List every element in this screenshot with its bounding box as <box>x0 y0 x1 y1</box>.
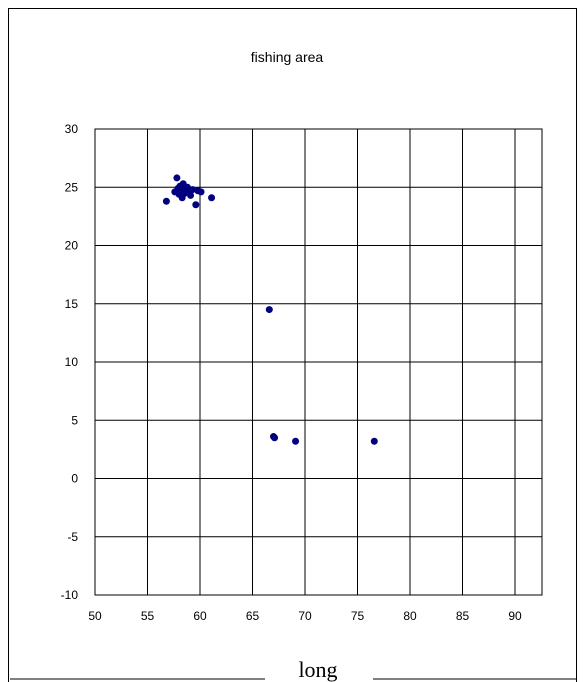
data-point <box>173 174 181 182</box>
x-tick-label: 60 <box>193 609 207 623</box>
data-point <box>197 188 205 196</box>
x-tick-label: 80 <box>403 609 417 623</box>
y-tick-label: 25 <box>65 180 79 194</box>
x-tick-label: 50 <box>88 609 102 623</box>
x-tick-label: 85 <box>456 609 470 623</box>
data-point <box>187 191 195 199</box>
y-tick-label: 30 <box>65 122 79 136</box>
x-tick-label: 75 <box>351 609 365 623</box>
y-tick-label: -10 <box>61 588 79 602</box>
data-point <box>370 437 378 445</box>
x-tick-label: 90 <box>508 609 522 623</box>
grid-lines <box>95 129 542 595</box>
plot-area <box>94 128 543 596</box>
y-tick-label: 0 <box>71 472 78 486</box>
data-point <box>208 194 216 202</box>
x-tick-label: 65 <box>246 609 260 623</box>
y-tick-label: -5 <box>67 530 78 544</box>
data-points <box>162 174 378 445</box>
y-axis-ticks: -10 -5 0 5 10 15 20 25 30 <box>61 122 79 602</box>
y-tick-label: 15 <box>65 297 79 311</box>
x-axis-label: long <box>298 657 337 682</box>
x-tick-label: 70 <box>298 609 312 623</box>
data-point <box>265 306 273 314</box>
data-point <box>271 434 279 442</box>
x-axis-ticks: 50 55 60 65 70 75 80 85 90 <box>88 609 522 623</box>
data-point <box>189 186 197 194</box>
x-tick-label: 55 <box>141 609 155 623</box>
y-tick-label: 20 <box>65 239 79 253</box>
data-point <box>192 201 200 209</box>
y-tick-label: 10 <box>65 355 79 369</box>
data-point <box>292 437 300 445</box>
data-point <box>162 197 170 205</box>
y-tick-label: 5 <box>71 413 78 427</box>
chart-frame <box>8 8 577 682</box>
chart-title: fishing area <box>251 49 324 65</box>
